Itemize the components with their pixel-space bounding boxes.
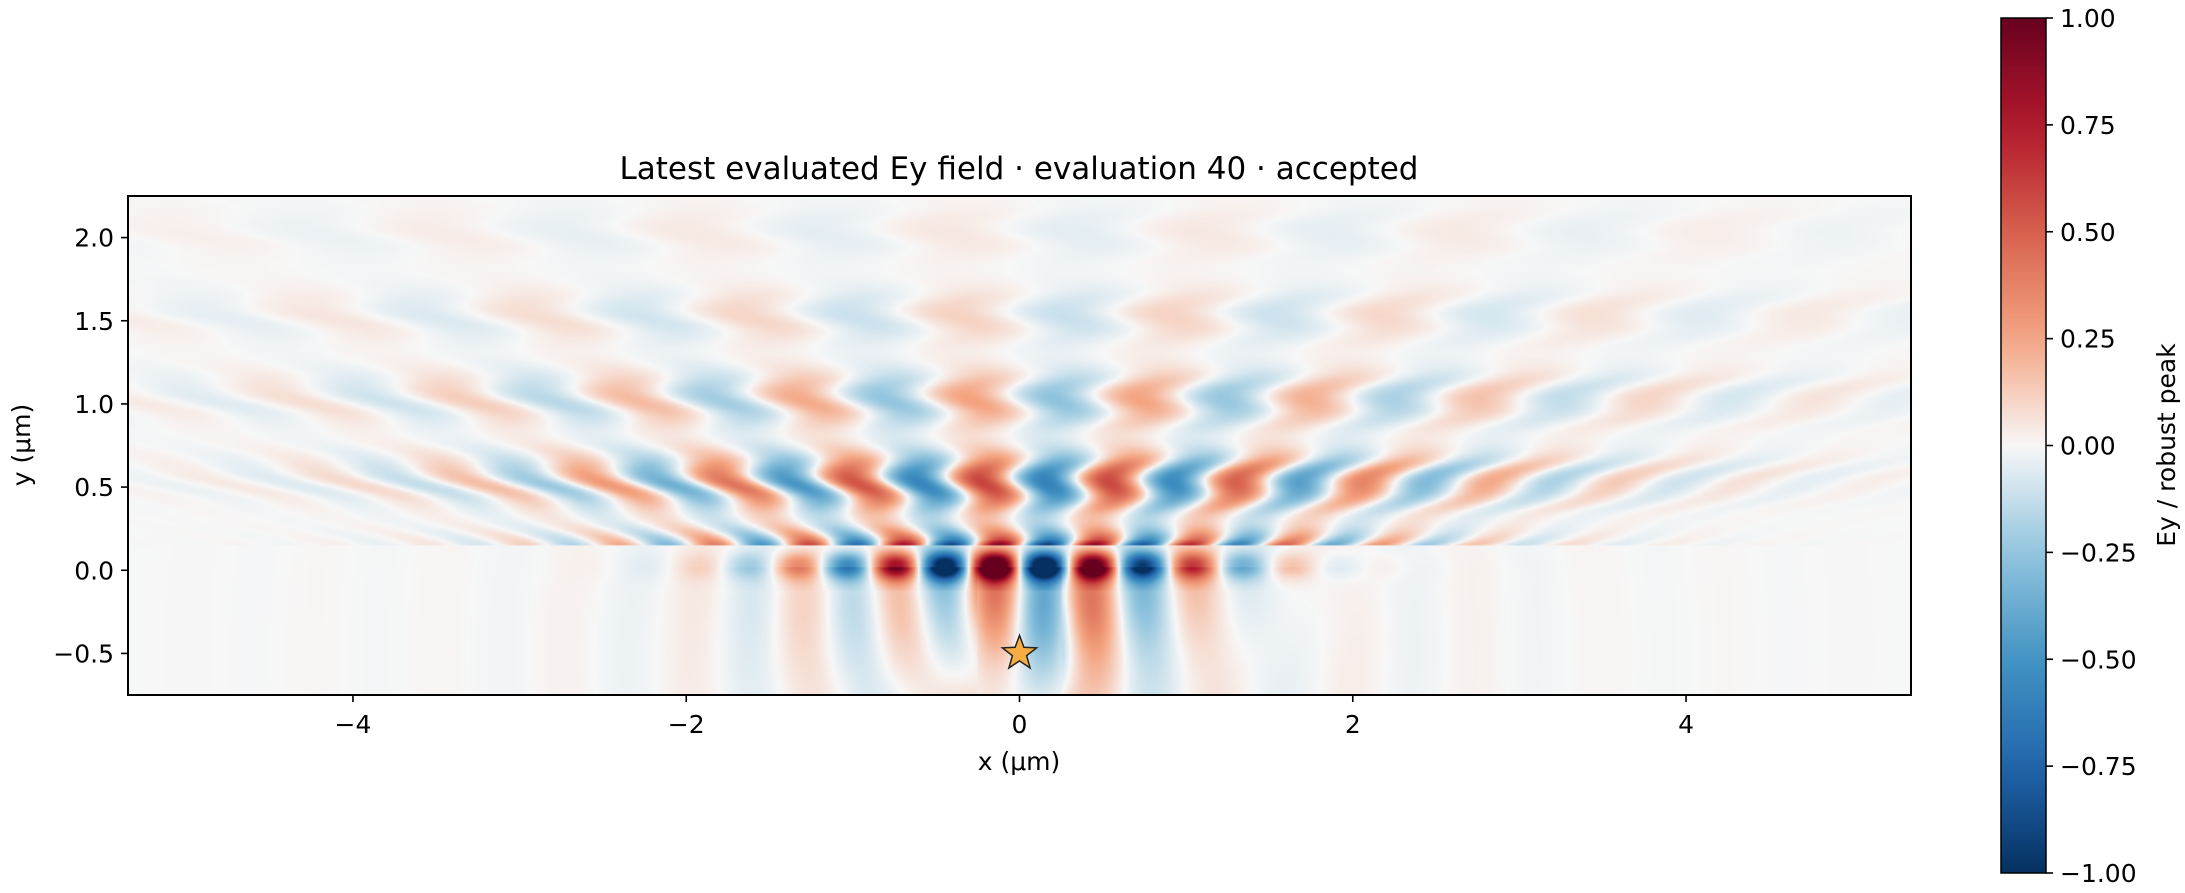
source-marker-layer — [1000, 633, 1039, 670]
heatmap-image — [128, 196, 1911, 695]
x-tick-label: 0 — [1012, 710, 1028, 739]
x-tick-label: 4 — [1678, 710, 1694, 739]
colorbar-tick-label: 0.50 — [2060, 218, 2116, 247]
y-tick-label: 1.0 — [74, 390, 114, 419]
x-tick-label: −4 — [335, 710, 372, 739]
colorbar-tick-label: −0.25 — [2060, 538, 2137, 567]
y-tick-label: 0.0 — [74, 556, 114, 585]
y-axis-ticks: −0.5 0.0 0.5 1.0 1.5 2.0 — [53, 224, 128, 668]
colorbar-tick-label: 0.75 — [2060, 111, 2116, 140]
colorbar-tick-label: −0.50 — [2060, 645, 2137, 674]
colorbar-tick-label: 1.00 — [2060, 4, 2116, 33]
y-tick-label: 0.5 — [74, 473, 114, 502]
chart-title: Latest evaluated Ey field · evaluation 4… — [620, 151, 1419, 187]
y-axis-label: y (μm) — [7, 404, 36, 487]
x-axis-label: x (μm) — [978, 747, 1061, 776]
colorbar-tick-label: −1.00 — [2060, 859, 2137, 888]
x-tick-label: −2 — [668, 710, 705, 739]
x-axis-ticks: −4 −2 0 2 4 — [335, 695, 1694, 739]
colorbar-label: Ey / robust peak — [2152, 343, 2181, 547]
y-tick-label: 2.0 — [74, 224, 114, 253]
y-tick-label: 1.5 — [74, 307, 114, 336]
colorbar — [2000, 17, 2047, 874]
colorbar-tick-label: 0.00 — [2060, 432, 2116, 461]
x-tick-label: 2 — [1345, 710, 1361, 739]
colorbar-tick-label: −0.75 — [2060, 752, 2137, 781]
source-star-marker — [1000, 633, 1039, 670]
field-heatmap — [128, 196, 1911, 695]
colorbar-tick-label: 0.25 — [2060, 325, 2116, 354]
y-tick-label: −0.5 — [53, 639, 114, 668]
colorbar-ticks: −1.00 −0.75 −0.50 −0.25 0.00 0.25 0.50 0.75 1.00 — [2046, 4, 2137, 888]
